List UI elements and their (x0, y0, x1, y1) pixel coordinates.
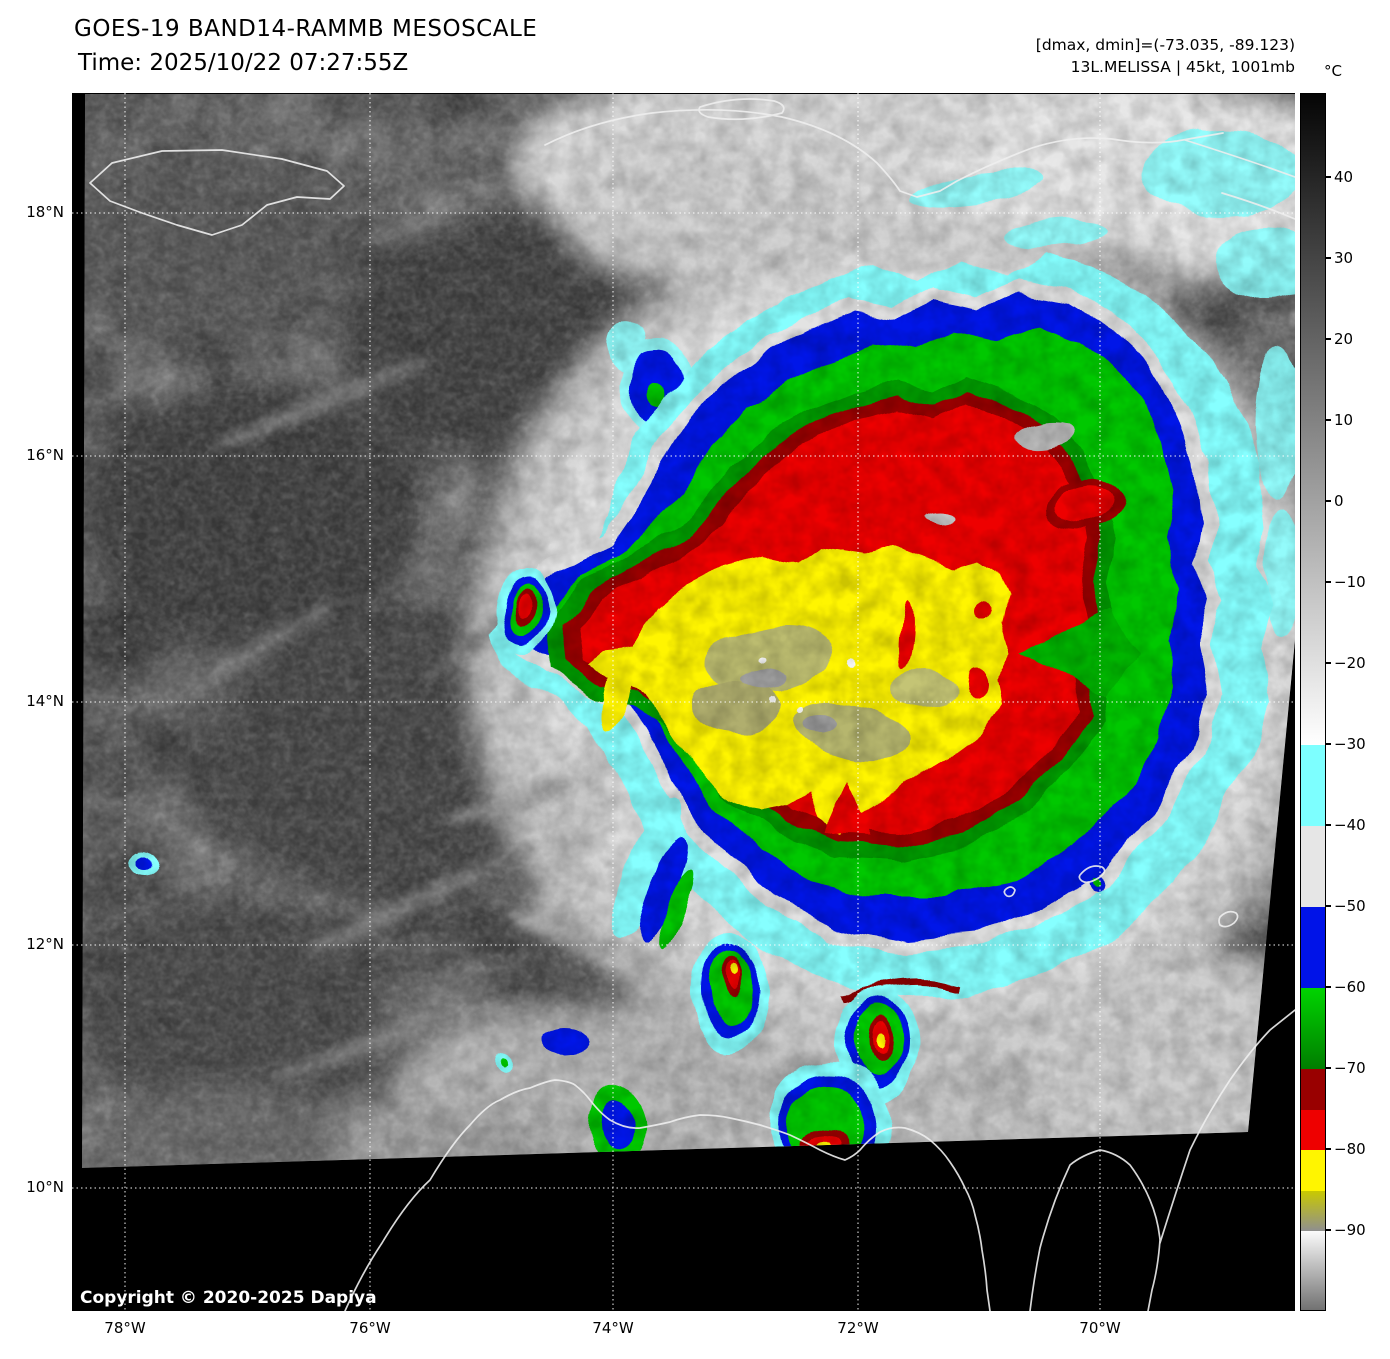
colorbar-tick-mark (1326, 419, 1331, 422)
colorbar-unit-label: °C (1324, 62, 1342, 80)
storm-info: 13L.MELISSA | 45kt, 1001mb (1070, 58, 1295, 76)
colorbar-segment (1301, 1150, 1325, 1191)
colorbar-tick-mark (1326, 662, 1331, 665)
colorbar-tick-mark (1326, 1148, 1331, 1151)
colorbar-tick-label: −30 (1334, 735, 1366, 754)
colorbar-segment (1301, 988, 1325, 1070)
coast-tortue-island (698, 98, 785, 121)
grid-lines (72, 93, 1295, 1311)
colorbar-tick-label: 40 (1334, 168, 1354, 187)
lat-label: 12°N (26, 935, 64, 953)
lon-label: 76°W (349, 1319, 391, 1337)
satellite-map: Copyright © 2020-2025 Dapiya (72, 93, 1296, 1312)
colorbar-tick-label: 0 (1334, 492, 1344, 511)
lon-label: 78°W (104, 1319, 146, 1337)
coast-haiti-peninsula (544, 108, 1224, 198)
coast-paraguana (1029, 1149, 1161, 1312)
colorbar-tick-mark (1326, 581, 1331, 584)
colorbar-tick-label: 20 (1334, 330, 1354, 349)
colorbar-tick-mark (1326, 500, 1331, 503)
lat-label: 18°N (26, 203, 64, 221)
colorbar-tick-label: −80 (1334, 1140, 1366, 1159)
colorbar-tick-mark (1326, 905, 1331, 908)
colorbar-tick-mark (1326, 338, 1331, 341)
colorbar-tick-mark (1326, 257, 1331, 260)
colorbar-tick-label: 10 (1334, 411, 1354, 430)
scan-time: Time: 2025/10/22 07:27:55Z (78, 50, 409, 76)
colorbar-segment (1301, 1109, 1325, 1151)
colorbar-segment (1301, 907, 1325, 989)
copyright-watermark: Copyright © 2020-2025 Dapiya (80, 1288, 377, 1308)
colorbar-segment (1301, 1069, 1325, 1110)
colorbar-tick-label: −90 (1334, 1221, 1366, 1240)
colorbar-segment (1301, 94, 1325, 746)
colorbar-tick-mark (1326, 824, 1331, 827)
colorbar-tick-label: −10 (1334, 573, 1366, 592)
colorbar-tick-mark (1326, 1067, 1331, 1070)
colorbar-tick-mark (1326, 1229, 1331, 1232)
colorbar-segment (1301, 1231, 1325, 1310)
lat-label: 14°N (26, 692, 64, 710)
colorbar-tick-mark (1326, 986, 1331, 989)
lon-label: 70°W (1079, 1319, 1121, 1337)
coast-curacao (1078, 865, 1106, 884)
coastlines (89, 98, 1296, 1312)
colorbar-segment (1301, 1190, 1325, 1231)
scan-imagery (82, 94, 1295, 1168)
lon-label: 74°W (592, 1319, 634, 1337)
colorbar-segment (1301, 745, 1325, 827)
imagery-canvas: Copyright © 2020-2025 Dapiya (72, 93, 1296, 1312)
colorbar-tick-label: −70 (1334, 1059, 1366, 1078)
product-title: GOES-19 BAND14-RAMMB MESOSCALE (74, 16, 538, 42)
colorbar-tick-label: −60 (1334, 978, 1366, 997)
lat-label: 16°N (26, 446, 64, 464)
lat-label: 10°N (26, 1178, 64, 1196)
coast-aruba (1003, 886, 1016, 898)
colorbar-tick-label: −20 (1334, 654, 1366, 673)
colorbar-tick-label: −40 (1334, 816, 1366, 835)
readout-block: [dmax, dmin]=(-73.035, -89.123) 13L.MELI… (1036, 34, 1295, 78)
coast-bonaire (1218, 910, 1239, 928)
coast-south-america (344, 1079, 991, 1312)
colorbar-tick-label: −50 (1334, 897, 1366, 916)
lon-label: 72°W (837, 1319, 879, 1337)
coast-jamaica (89, 149, 345, 236)
colorbar-tick-label: 30 (1334, 249, 1354, 268)
dmax-dmin-readout: [dmax, dmin]=(-73.035, -89.123) (1035, 36, 1295, 54)
colorbar-tick-mark (1326, 176, 1331, 179)
colorbar (1300, 93, 1326, 1311)
colorbar-tick-mark (1326, 743, 1331, 746)
colorbar-segment (1301, 826, 1325, 908)
